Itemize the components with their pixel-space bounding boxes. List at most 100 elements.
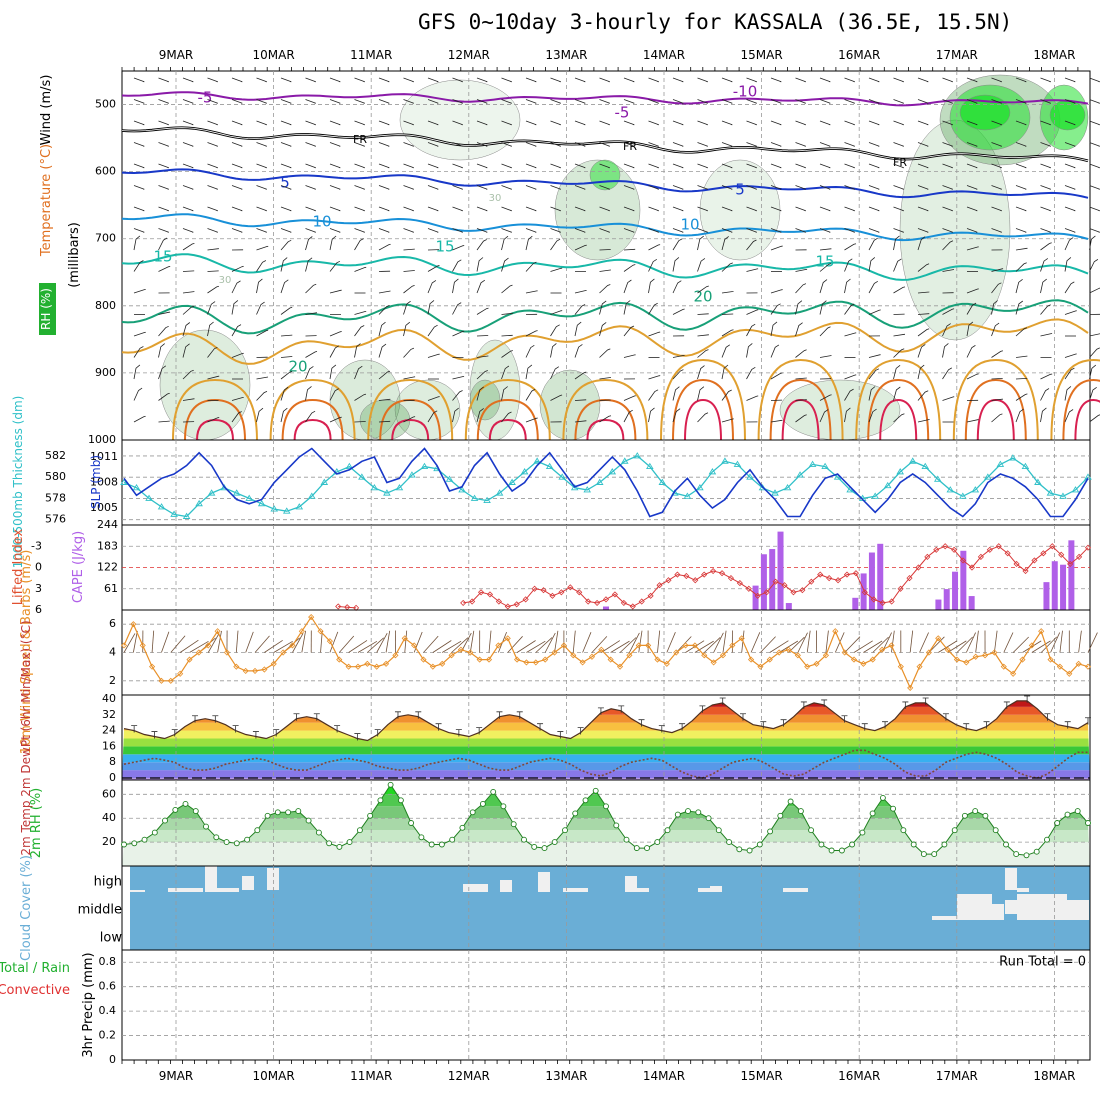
bottom-day-label: 9MAR xyxy=(159,1069,194,1083)
wind-barb xyxy=(207,633,220,653)
wind-barb xyxy=(991,185,1002,190)
wind-barb xyxy=(231,163,243,169)
wind-barb xyxy=(648,206,659,212)
lifted-index-point xyxy=(808,578,815,585)
wind-barb xyxy=(819,99,831,104)
wind-barb xyxy=(770,372,783,380)
thickness-axis-label: 1000-500mb Thickness (dm) xyxy=(11,396,25,569)
cape-bar xyxy=(952,571,959,610)
wind-barb xyxy=(991,120,1002,126)
temperature-contour-label: 20 xyxy=(288,358,307,376)
wind-barb xyxy=(721,99,733,104)
thickness-point xyxy=(696,483,704,491)
boundary-layer-contour xyxy=(293,418,332,441)
wind-barb xyxy=(451,637,469,653)
cloud-bar xyxy=(500,880,512,892)
lifted-index-point xyxy=(736,580,743,587)
wind-barb xyxy=(966,206,978,212)
rh-point xyxy=(315,829,322,836)
temp-minmax-bar xyxy=(597,707,604,715)
wind-barb xyxy=(844,278,851,294)
wind-barb xyxy=(1015,142,1027,147)
wind-barb xyxy=(795,163,806,169)
wind-barb xyxy=(354,393,367,401)
wind-barb xyxy=(795,185,806,190)
wind-speed-point xyxy=(804,663,811,670)
wind-barb xyxy=(378,206,390,212)
wind-barb xyxy=(746,120,757,126)
wind-barb xyxy=(378,185,390,190)
wind-speed-point xyxy=(280,649,287,656)
wind-barb xyxy=(1040,99,1051,104)
rh-point xyxy=(890,805,897,812)
wind-barb xyxy=(133,163,145,169)
rh-point xyxy=(469,809,476,816)
wind-barb xyxy=(231,324,242,337)
wind-barb xyxy=(378,370,391,380)
wind-barb xyxy=(207,99,218,104)
wind-barb xyxy=(591,636,608,653)
rh-point xyxy=(1044,836,1050,843)
boundary-layer-contour xyxy=(184,398,246,441)
wind-barb xyxy=(550,99,561,104)
wind-barb xyxy=(354,99,365,104)
wind-barb xyxy=(403,185,414,190)
cape-tick-label: 122 xyxy=(97,561,118,574)
wind-barb xyxy=(1015,262,1027,272)
wind-barb xyxy=(231,300,239,315)
wind-barb xyxy=(942,396,955,401)
wind-barb xyxy=(403,347,415,358)
wind-barb xyxy=(966,302,977,315)
cloud-bar xyxy=(957,894,992,920)
wind-speed-point xyxy=(1056,663,1063,670)
wind-barb xyxy=(432,640,452,653)
wind-barb xyxy=(599,206,610,212)
wind-barb xyxy=(231,411,242,423)
wind-barb xyxy=(256,142,267,147)
rh-point xyxy=(254,827,261,834)
wind-barb xyxy=(672,77,684,83)
wind-barb xyxy=(574,290,587,294)
temp-minmax-bar xyxy=(942,713,949,721)
rh-tick-label: 20 xyxy=(102,835,116,848)
wind-barb xyxy=(572,630,576,653)
cape-bar xyxy=(935,599,942,610)
lifted-index-point xyxy=(843,571,851,578)
wind-speed-point xyxy=(1010,670,1017,677)
temp-minmax-bar xyxy=(800,701,807,709)
thickness-point xyxy=(1046,489,1055,496)
lifted-index-point xyxy=(817,571,824,578)
lifted-index-point xyxy=(549,592,556,599)
wind-barb xyxy=(535,637,553,653)
wind-barb xyxy=(795,228,806,233)
rh-point xyxy=(490,788,497,795)
thickness-point xyxy=(408,471,416,478)
wind-barb xyxy=(427,280,437,294)
wind-speed-point xyxy=(850,656,858,663)
wind-barb xyxy=(1078,630,1082,653)
wind-barb xyxy=(329,260,341,272)
thickness-point xyxy=(1059,492,1067,499)
wind-barb xyxy=(1022,640,1042,653)
lifted-index-point xyxy=(772,578,779,585)
wind-barb xyxy=(713,632,724,653)
temp-minmax-bar xyxy=(313,713,320,721)
wind-barb xyxy=(1064,367,1075,380)
wind-barb xyxy=(403,99,414,104)
wind-barb xyxy=(550,366,560,380)
wind-speed-point xyxy=(935,635,942,642)
wind-barb xyxy=(133,120,145,126)
wind-speed-point xyxy=(673,649,680,656)
lifted-index-point xyxy=(620,599,627,606)
lifted-index-point xyxy=(1084,544,1092,551)
wind-speed-point xyxy=(560,642,567,649)
wind-barb xyxy=(750,632,761,653)
wind-barb xyxy=(819,409,829,423)
wind-barb xyxy=(582,632,592,653)
wind-barb xyxy=(235,630,239,653)
wind-barb xyxy=(919,632,929,653)
wind-barb xyxy=(648,163,659,169)
wind-barb xyxy=(623,77,635,83)
wind-barb xyxy=(574,371,587,380)
thickness-point xyxy=(207,489,216,496)
